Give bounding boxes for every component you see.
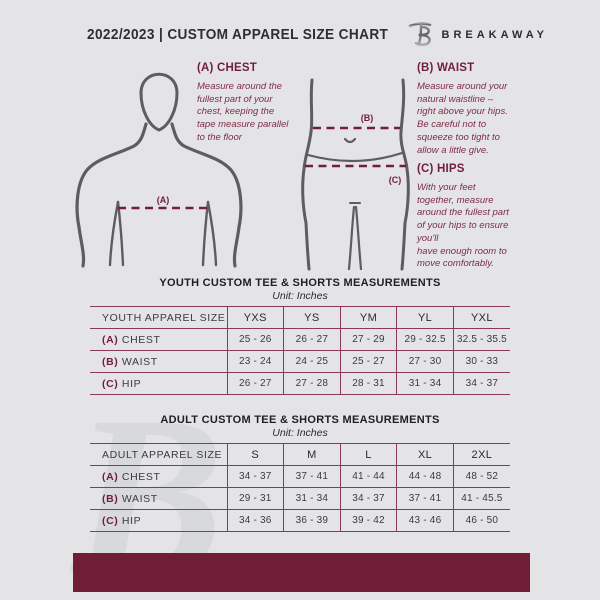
waist-heading: (B) WAIST bbox=[417, 62, 475, 74]
table-header-row: YOUTH APPAREL SIZE YXS YS YM YL YXL bbox=[90, 306, 510, 329]
size-value-cell: 37 - 41 bbox=[283, 465, 341, 488]
adult-table-title: ADULT CUSTOM TEE & SHORTS MEASUREMENTS bbox=[160, 414, 440, 426]
measurement-label-cell: (B) WAIST bbox=[90, 350, 227, 373]
size-column-header: YL bbox=[396, 306, 454, 329]
youth-table-title: YOUTH CUSTOM TEE & SHORTS MEASUREMENTS bbox=[159, 277, 441, 289]
size-value-cell: 41 - 44 bbox=[339, 465, 397, 488]
measurement-letter: (A) bbox=[102, 470, 119, 483]
youth-table-unit: Unit: Inches bbox=[272, 290, 328, 302]
brand-name: BREAKAWAY bbox=[441, 29, 548, 41]
size-column-header: L bbox=[339, 443, 397, 466]
size-column-header: YXL bbox=[452, 306, 510, 329]
size-value-cell: 30 - 33 bbox=[452, 350, 510, 373]
measurement-letter: (B) bbox=[102, 355, 119, 368]
size-column-header: XL bbox=[396, 443, 454, 466]
youth-section: YOUTH CUSTOM TEE & SHORTS MEASUREMENTS U… bbox=[90, 277, 510, 395]
chest-marker-label: (A) bbox=[157, 195, 170, 205]
size-value-cell: 27 - 28 bbox=[283, 372, 341, 395]
size-value-cell: 25 - 27 bbox=[339, 350, 397, 373]
hips-instructions: (C) HIPS With your feet together, measur… bbox=[417, 163, 531, 271]
table-row: (A) CHEST 25 - 26 26 - 27 27 - 29 29 - 32.5 3… bbox=[90, 328, 510, 351]
measurement-name: CHEST bbox=[118, 470, 161, 483]
size-column-header: M bbox=[283, 443, 341, 466]
size-table-label-header: ADULT APPAREL SIZE bbox=[90, 443, 227, 466]
size-value-cell: 48 - 52 bbox=[452, 465, 510, 488]
measurement-label-cell: (C) HIP bbox=[90, 509, 227, 532]
size-value-cell: 32.5 - 35.5 bbox=[452, 328, 510, 351]
size-value-cell: 34 - 36 bbox=[226, 509, 284, 532]
size-value-cell: 31 - 34 bbox=[396, 372, 454, 395]
size-value-cell: 23 - 24 bbox=[226, 350, 284, 373]
adult-size-table: ADULT APPAREL SIZE S M L XL 2XL (A) CHEST 34 - … bbox=[90, 443, 510, 532]
table-row: (C) HIP 26 - 27 27 - 28 28 - 31 31 - 34 34 - … bbox=[90, 372, 510, 395]
measurement-name: CHEST bbox=[118, 333, 161, 346]
measurement-letter: (C) bbox=[102, 377, 119, 390]
size-value-cell: 29 - 31 bbox=[226, 487, 284, 510]
size-value-cell: 44 - 48 bbox=[396, 465, 454, 488]
size-value-cell: 36 - 39 bbox=[283, 509, 341, 532]
size-value-cell: 31 - 34 bbox=[283, 487, 341, 510]
hips-body-text: With your feet together, measure around … bbox=[417, 182, 509, 270]
size-column-header: YM bbox=[339, 306, 397, 329]
chest-heading: (A) CHEST bbox=[197, 62, 257, 74]
size-value-cell: 28 - 31 bbox=[339, 372, 397, 395]
size-value-cell: 43 - 46 bbox=[396, 509, 454, 532]
measurement-name: WAIST bbox=[118, 355, 158, 368]
size-value-cell: 26 - 27 bbox=[283, 328, 341, 351]
footer-bar bbox=[73, 553, 530, 592]
hips-marker-label: (C) bbox=[389, 175, 402, 185]
size-column-header: YXS bbox=[226, 306, 284, 329]
size-value-cell: 27 - 30 bbox=[396, 350, 454, 373]
chest-instructions: (A) CHEST Measure around the fullest par… bbox=[197, 62, 301, 145]
table-header-row: ADULT APPAREL SIZE S M L XL 2XL bbox=[90, 443, 510, 466]
upper-body-figure: (A) bbox=[70, 57, 245, 274]
size-value-cell: 34 - 37 bbox=[452, 372, 510, 395]
chest-body-text: Measure around the fullest part of your … bbox=[197, 81, 289, 143]
size-value-cell: 24 - 25 bbox=[283, 350, 341, 373]
waist-marker-label: (B) bbox=[361, 113, 374, 123]
brand: BREAKAWAY bbox=[408, 19, 549, 52]
measurement-label-cell: (A) CHEST bbox=[90, 328, 227, 351]
table-row: (B) WAIST 29 - 31 31 - 34 34 - 37 37 - 41 41 … bbox=[90, 487, 510, 510]
size-value-cell: 25 - 26 bbox=[226, 328, 284, 351]
size-value-cell: 26 - 27 bbox=[226, 372, 284, 395]
measurement-name: WAIST bbox=[118, 492, 158, 505]
measurement-letter: (B) bbox=[102, 492, 119, 505]
hips-heading: (C) HIPS bbox=[417, 163, 465, 175]
size-value-cell: 29 - 32.5 bbox=[396, 328, 454, 351]
size-column-header: 2XL bbox=[452, 443, 510, 466]
measurement-name: HIP bbox=[118, 377, 142, 390]
youth-size-table: YOUTH APPAREL SIZE YXS YS YM YL YXL (A) CHEST 2… bbox=[90, 306, 510, 395]
table-row: (C) HIP 34 - 36 36 - 39 39 - 42 43 - 46 46 - … bbox=[90, 509, 510, 532]
lower-body-figure: (B) (C) bbox=[294, 71, 411, 276]
measurement-label-cell: (A) CHEST bbox=[90, 465, 227, 488]
adult-section: ADULT CUSTOM TEE & SHORTS MEASUREMENTS U… bbox=[90, 414, 510, 532]
measurement-letter: (A) bbox=[102, 333, 119, 346]
page-title: 2022/2023 | CUSTOM APPAREL SIZE CHART bbox=[87, 27, 389, 43]
breakaway-b-logo-icon bbox=[408, 19, 435, 52]
measurement-name: HIP bbox=[118, 514, 142, 527]
header: 2022/2023 | CUSTOM APPAREL SIZE CHART BR bbox=[87, 21, 544, 48]
measurement-label-cell: (C) HIP bbox=[90, 372, 227, 395]
size-value-cell: 34 - 37 bbox=[339, 487, 397, 510]
size-value-cell: 27 - 29 bbox=[339, 328, 397, 351]
size-value-cell: 41 - 45.5 bbox=[452, 487, 510, 510]
adult-table-unit: Unit: Inches bbox=[272, 427, 328, 439]
measurement-label-cell: (B) WAIST bbox=[90, 487, 227, 510]
size-value-cell: 39 - 42 bbox=[339, 509, 397, 532]
size-value-cell: 37 - 41 bbox=[396, 487, 454, 510]
waist-body-text: Measure around your natural waistline – … bbox=[417, 81, 508, 156]
size-table-label-header: YOUTH APPAREL SIZE bbox=[90, 306, 227, 329]
size-value-cell: 46 - 50 bbox=[452, 509, 510, 532]
measurement-letter: (C) bbox=[102, 514, 119, 527]
waist-instructions: (B) WAIST Measure around your natural wa… bbox=[417, 62, 527, 157]
table-row: (A) CHEST 34 - 37 37 - 41 41 - 44 44 - 48 48 … bbox=[90, 465, 510, 488]
size-value-cell: 34 - 37 bbox=[226, 465, 284, 488]
size-column-header: YS bbox=[283, 306, 341, 329]
size-column-header: S bbox=[226, 443, 284, 466]
table-row: (B) WAIST 23 - 24 24 - 25 25 - 27 27 - 30 30 … bbox=[90, 350, 510, 373]
